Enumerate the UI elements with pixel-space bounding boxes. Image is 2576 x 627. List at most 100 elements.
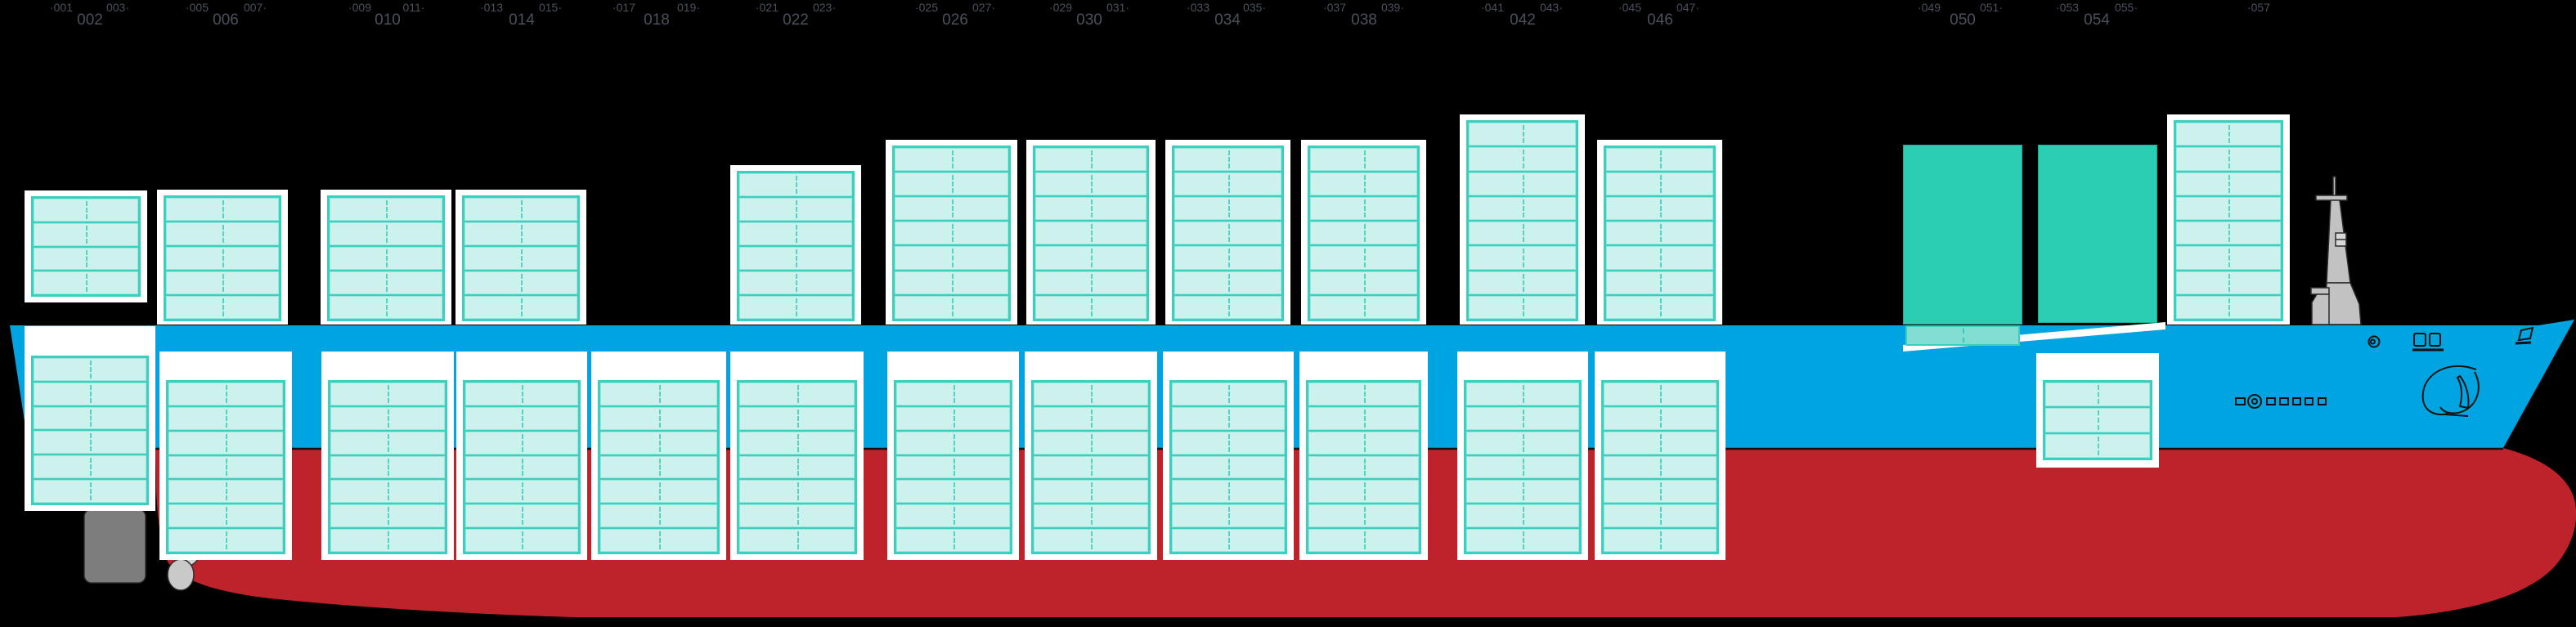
container-tier-row[interactable] (1308, 429, 1419, 455)
container-tier-row[interactable] (330, 405, 445, 430)
bay-034-below-container-grid[interactable] (1169, 380, 1287, 554)
bay-030-below-container-grid[interactable] (1031, 380, 1151, 554)
container-tier-row[interactable] (1469, 293, 1576, 319)
container-tier-row[interactable] (1466, 478, 1579, 503)
container-tier-row[interactable] (34, 270, 138, 294)
deckhouse-block-bay-050[interactable] (1903, 145, 2022, 325)
container-tier-row[interactable] (1034, 429, 1148, 455)
container-tier-row[interactable] (465, 478, 578, 503)
container-tier-row[interactable] (1604, 454, 1717, 479)
container-tier-row[interactable] (2176, 146, 2281, 170)
container-tier-row[interactable] (1174, 220, 1281, 244)
container-tier-row[interactable] (1469, 269, 1576, 294)
bay-022-above-deck-stack[interactable] (730, 164, 861, 325)
bay-002-below-container-grid[interactable] (31, 356, 149, 505)
container-tier-row[interactable] (330, 245, 442, 270)
container-tier-row[interactable] (1469, 195, 1576, 220)
container-tier-row[interactable] (1034, 478, 1148, 503)
container-tier-row[interactable] (330, 383, 445, 405)
bay-014-below-deck-hold[interactable] (456, 352, 587, 560)
container-tier-row[interactable] (2176, 195, 2281, 220)
container-tier-row[interactable] (1174, 269, 1281, 294)
container-tier-row[interactable] (1308, 527, 1419, 552)
container-tier-row[interactable] (1469, 123, 1576, 146)
bay-022-below-deck-hold[interactable] (730, 352, 864, 560)
bay-042-below-container-grid[interactable] (1464, 380, 1582, 554)
bay-010-below-container-grid[interactable] (328, 380, 447, 554)
bay-014-below-container-grid[interactable] (463, 380, 581, 554)
container-tier-row[interactable] (1172, 503, 1285, 527)
container-tier-row[interactable] (2045, 432, 2150, 458)
bay-026-above-container-grid[interactable] (892, 145, 1011, 321)
container-tier-row[interactable] (896, 405, 1010, 430)
bay-014-above-deck-stack[interactable] (456, 190, 586, 325)
container-tier-row[interactable] (464, 294, 577, 319)
container-tier-row[interactable] (1466, 405, 1579, 430)
container-tier-row[interactable] (1172, 454, 1285, 479)
container-tier-row[interactable] (600, 478, 717, 503)
container-tier-row[interactable] (739, 478, 855, 503)
container-tier-row[interactable] (895, 220, 1008, 244)
container-tier-row[interactable] (1035, 148, 1147, 171)
container-tier-row[interactable] (34, 380, 146, 405)
container-tier-row[interactable] (1174, 170, 1281, 195)
container-tier-row[interactable] (168, 405, 283, 430)
container-tier-row[interactable] (1174, 244, 1281, 269)
container-tier-row[interactable] (895, 148, 1008, 171)
container-tier-row[interactable] (465, 503, 578, 527)
container-tier-row[interactable] (1469, 170, 1576, 195)
bay-026-above-deck-stack[interactable] (886, 139, 1017, 325)
container-tier-row[interactable] (464, 221, 577, 245)
container-tier-row[interactable] (330, 478, 445, 503)
container-tier-row[interactable] (896, 503, 1010, 527)
container-tier-row[interactable] (739, 383, 855, 405)
bay-034-above-container-grid[interactable] (1172, 145, 1284, 321)
container-tier-row[interactable] (895, 293, 1008, 319)
container-tier-row[interactable] (1308, 478, 1419, 503)
bay-006-above-container-grid[interactable] (164, 195, 281, 321)
container-tier-row[interactable] (2176, 269, 2281, 294)
container-tier-row[interactable] (2176, 244, 2281, 269)
container-tier-row[interactable] (739, 244, 852, 270)
container-tier-row[interactable] (465, 527, 578, 552)
container-tier-row[interactable] (465, 405, 578, 430)
container-tier-row[interactable] (1034, 405, 1148, 430)
bay-057-above-container-grid[interactable] (2174, 120, 2283, 321)
container-tier-row[interactable] (1604, 503, 1717, 527)
bay-042-above-container-grid[interactable] (1466, 120, 1578, 321)
container-tier-row[interactable] (1606, 195, 1713, 220)
container-tier-row[interactable] (600, 429, 717, 455)
bay-030-above-container-grid[interactable] (1033, 145, 1149, 321)
container-tier-row[interactable] (34, 221, 138, 246)
container-tier-row[interactable] (739, 269, 852, 294)
container-tier-row[interactable] (34, 405, 146, 430)
container-tier-row[interactable] (2176, 220, 2281, 244)
container-tier-row[interactable] (1606, 293, 1713, 319)
container-tier-row[interactable] (166, 270, 279, 294)
container-tier-row[interactable] (739, 173, 852, 196)
bay-030-above-deck-stack[interactable] (1026, 139, 1156, 325)
bay-042-below-deck-hold[interactable] (1457, 352, 1588, 560)
container-tier-row[interactable] (34, 358, 146, 381)
container-tier-row[interactable] (1469, 146, 1576, 170)
container-tier-row[interactable] (739, 429, 855, 455)
bay-022-below-container-grid[interactable] (737, 380, 857, 554)
container-tier-row[interactable] (1308, 454, 1419, 479)
container-tier-row[interactable] (168, 429, 283, 455)
container-tier-row[interactable] (166, 245, 279, 270)
container-tier-row[interactable] (895, 244, 1008, 269)
bay-026-below-deck-hold[interactable] (887, 352, 1019, 560)
bay-010-above-deck-stack[interactable] (321, 190, 451, 325)
container-tier-row[interactable] (1606, 269, 1713, 294)
container-tier-row[interactable] (330, 429, 445, 455)
bay-057-above-deck-stack[interactable] (2167, 114, 2290, 325)
bay-038-below-container-grid[interactable] (1306, 380, 1421, 554)
container-tier-row[interactable] (1606, 220, 1713, 244)
deckhouse-block-bay-054[interactable] (2038, 145, 2157, 323)
container-tier-row[interactable] (330, 454, 445, 479)
container-tier-row[interactable] (1310, 170, 1417, 195)
container-tier-row[interactable] (896, 429, 1010, 455)
bay-018-below-container-grid[interactable] (598, 380, 720, 554)
container-tier-row[interactable] (34, 477, 146, 503)
container-tier-row[interactable] (739, 527, 855, 552)
